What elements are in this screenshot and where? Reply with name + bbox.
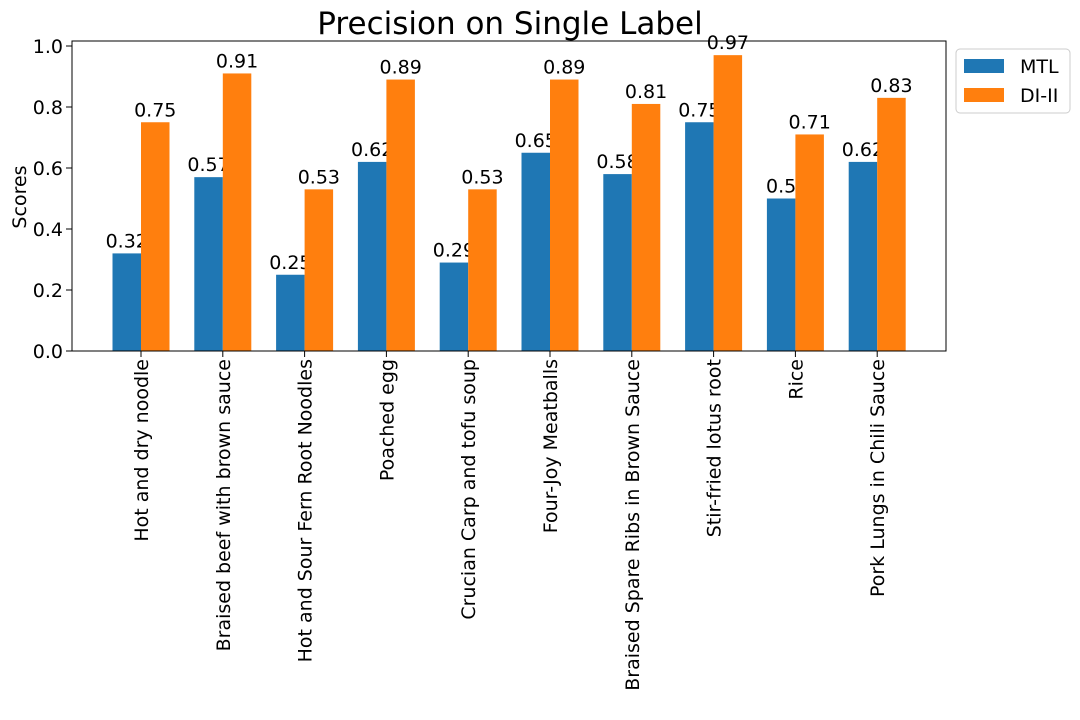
bar-mtl-9 [848, 161, 878, 351]
x-tick-label: Rice [785, 359, 807, 400]
data-label-di-ii-2: 0.53 [298, 166, 340, 188]
bar-di-ii-3 [386, 79, 415, 352]
plot-frame [71, 40, 947, 352]
y-tick-label: 0.4 [33, 219, 63, 241]
data-label-di-ii-8: 0.71 [788, 111, 830, 133]
data-label-mtl-8: 0.5 [766, 176, 796, 198]
data-label-mtl-9: 0.62 [842, 139, 884, 161]
y-tick-label: 0.2 [33, 280, 63, 302]
bar-di-ii-7 [713, 55, 743, 352]
bar-di-ii-1 [222, 73, 252, 351]
bar-di-ii-2 [304, 189, 334, 351]
bar-mtl-3 [357, 161, 387, 351]
bar-mtl-6 [603, 174, 632, 351]
data-label-di-ii-4: 0.53 [461, 166, 503, 188]
bar-di-ii-9 [877, 97, 906, 351]
x-tick-label: Pork Lungs in Chili Sauce [867, 359, 889, 597]
data-label-mtl-1: 0.57 [187, 154, 229, 176]
chart-title: Precision on Single Label [317, 6, 702, 42]
bar-mtl-8 [766, 198, 796, 351]
bar-mtl-5 [521, 152, 550, 351]
bar-di-ii-0 [141, 122, 170, 351]
bars-layer: 0.32 0.57 0.25 0.62 0.29 0.65 0.58 0.75 0.5 0.62 0… [106, 32, 913, 352]
x-tick-label: Poached egg [376, 359, 398, 481]
legend-label-di-ii: DI-II [1020, 85, 1058, 107]
legend-swatch-di-ii [964, 88, 1004, 102]
data-label-di-ii-7: 0.97 [707, 32, 749, 54]
y-tick-label: 0.0 [33, 341, 63, 363]
y-axis-label: Scores [9, 165, 31, 228]
bar-mtl-7 [685, 122, 714, 351]
data-label-mtl-2: 0.25 [269, 252, 311, 274]
x-tick-label: Crucian Carp and tofu soup [458, 359, 480, 620]
bar-mtl-4 [439, 262, 469, 351]
bar-di-ii-8 [795, 134, 824, 351]
x-tick-label: Stir-fried lotus root [704, 359, 726, 537]
data-label-di-ii-5: 0.89 [543, 57, 585, 79]
data-label-di-ii-0: 0.75 [134, 99, 176, 121]
legend-label-mtl: MTL [1020, 56, 1059, 78]
data-label-mtl-5: 0.65 [515, 130, 557, 152]
bar-di-ii-5 [550, 79, 579, 352]
bar-di-ii-4 [468, 189, 497, 351]
data-label-mtl-6: 0.58 [596, 151, 638, 173]
ticks-layer: 0.0 0.2 0.4 0.6 0.8 1.0 Hot and dry noodle Brai… [33, 36, 889, 691]
legend-swatch-mtl [964, 59, 1004, 73]
data-label-di-ii-9: 0.83 [870, 75, 912, 97]
x-tick-label: Four-Joy Meatballs [540, 359, 562, 533]
x-tick-label: Hot and Sour Fern Root Noodles [295, 359, 317, 662]
bar-mtl-2 [276, 274, 305, 351]
data-label-di-ii-1: 0.91 [216, 50, 258, 72]
y-tick-label: 1.0 [33, 36, 63, 58]
bar-di-ii-6 [631, 103, 661, 351]
x-tick-label: Braised beef with brown sauce [213, 359, 235, 651]
x-tick-label: Hot and dry noodle [131, 359, 153, 542]
y-tick-label: 0.8 [33, 97, 63, 119]
data-label-mtl-7: 0.75 [678, 99, 720, 121]
data-label-di-ii-3: 0.89 [379, 57, 421, 79]
data-label-mtl-3: 0.62 [351, 139, 393, 161]
legend: MTL DI-II [955, 48, 1071, 114]
x-tick-label: Braised Spare Ribs in Brown Sauce [622, 359, 644, 691]
bar-mtl-0 [112, 253, 141, 351]
y-tick-label: 0.6 [33, 158, 63, 180]
data-label-mtl-4: 0.29 [433, 240, 475, 262]
data-label-mtl-0: 0.32 [106, 230, 148, 252]
bar-mtl-1 [194, 177, 223, 351]
data-label-di-ii-6: 0.81 [625, 81, 667, 103]
